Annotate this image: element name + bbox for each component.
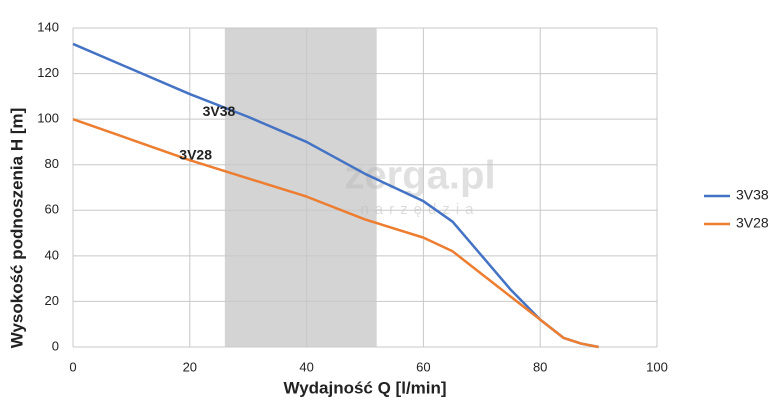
y-tick-label: 0 bbox=[52, 338, 59, 353]
x-tick-label: 0 bbox=[69, 359, 76, 374]
legend-label: 3V28 bbox=[736, 215, 769, 231]
x-tick-label: 100 bbox=[646, 359, 668, 374]
annotation: 3V38 bbox=[203, 103, 236, 119]
y-tick-label: 80 bbox=[45, 156, 59, 171]
highlight-range bbox=[224, 28, 377, 347]
legend-label: 3V38 bbox=[736, 187, 769, 203]
x-tick-label: 60 bbox=[416, 359, 430, 374]
y-tick-label: 100 bbox=[37, 111, 59, 126]
x-tick-label: 40 bbox=[299, 359, 313, 374]
y-tick-label: 140 bbox=[37, 19, 59, 34]
x-axis-title: Wydajność Q [l/min] bbox=[283, 378, 446, 397]
series-line bbox=[72, 117, 599, 349]
x-tick-label: 80 bbox=[533, 359, 547, 374]
y-tick-label: 120 bbox=[37, 65, 59, 80]
y-tick-label: 40 bbox=[45, 247, 59, 262]
watermark-sub: narzędzia bbox=[360, 201, 479, 218]
x-tick-label: 20 bbox=[183, 359, 197, 374]
y-tick-label: 20 bbox=[45, 293, 59, 308]
annotation: 3V28 bbox=[179, 146, 212, 162]
y-axis-title: Wysokość podnoszenia H [m] bbox=[7, 108, 26, 349]
y-tick-label: 60 bbox=[45, 202, 59, 217]
